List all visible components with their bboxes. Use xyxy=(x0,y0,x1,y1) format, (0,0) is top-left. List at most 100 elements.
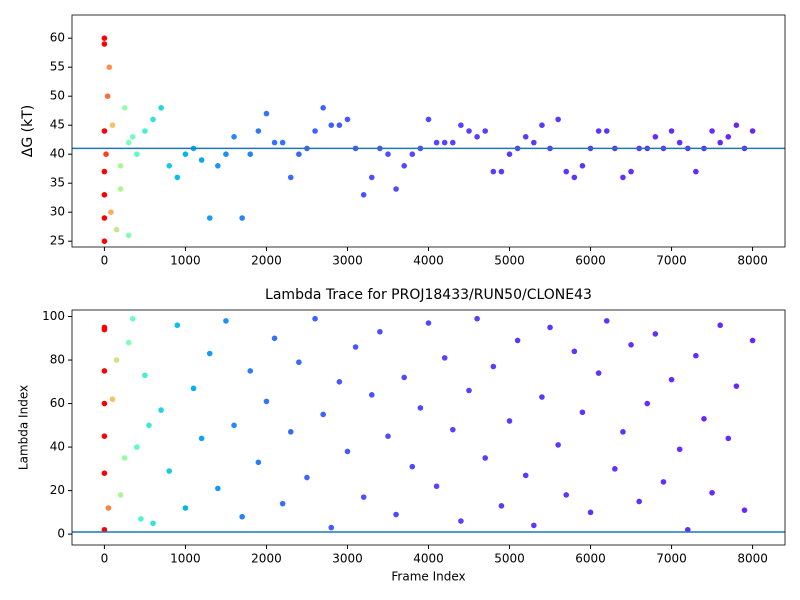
point xyxy=(417,405,424,411)
point xyxy=(701,415,707,422)
point xyxy=(129,134,136,140)
point xyxy=(620,429,626,435)
x-tick-label: 0 xyxy=(101,254,109,268)
point xyxy=(158,105,164,111)
point xyxy=(101,192,108,198)
point xyxy=(101,238,108,244)
y-tick-label: 40 xyxy=(50,440,65,454)
point xyxy=(676,139,683,146)
point xyxy=(409,151,416,157)
x-tick-label: 8000 xyxy=(737,254,768,268)
y-tick-label: 50 xyxy=(50,89,65,103)
point xyxy=(117,186,124,192)
point xyxy=(125,232,132,239)
point xyxy=(433,483,440,490)
point xyxy=(312,315,318,322)
point xyxy=(101,168,108,175)
point xyxy=(121,455,128,461)
point xyxy=(142,372,148,379)
point xyxy=(693,352,699,359)
point xyxy=(401,163,407,169)
point xyxy=(231,134,237,140)
point xyxy=(425,320,432,326)
point xyxy=(101,128,108,134)
point xyxy=(628,342,634,348)
point xyxy=(125,339,132,346)
point xyxy=(620,174,626,181)
axes: 0 1000 2000 3000 4000 5000 6000 7000 8000 0 20 40 60… xyxy=(17,287,786,584)
point xyxy=(603,128,610,134)
x-tick-label: 1000 xyxy=(170,552,201,566)
point xyxy=(125,139,132,146)
points xyxy=(101,35,756,244)
point xyxy=(134,151,140,157)
y-axis-label: Lambda Index xyxy=(17,385,31,470)
point xyxy=(150,116,156,123)
point xyxy=(531,522,537,529)
x-tick-label: 3000 xyxy=(332,552,363,566)
point xyxy=(223,318,229,324)
point xyxy=(106,64,113,70)
point xyxy=(101,326,108,333)
y-tick-label: 40 xyxy=(50,147,65,161)
point xyxy=(247,151,254,157)
point xyxy=(668,128,675,134)
point xyxy=(482,455,489,461)
point xyxy=(377,328,383,335)
point xyxy=(198,435,205,442)
point xyxy=(360,494,367,500)
point xyxy=(105,505,112,511)
point xyxy=(352,344,359,350)
point xyxy=(198,157,205,163)
x-tick-label: 2000 xyxy=(251,254,282,268)
point xyxy=(328,122,335,128)
chart-title: Lambda Trace for PROJ18433/RUN50/CLONE43 xyxy=(265,287,592,303)
point xyxy=(146,422,152,429)
point xyxy=(498,168,505,175)
point xyxy=(166,468,173,474)
point xyxy=(425,116,432,123)
point xyxy=(296,359,302,366)
point xyxy=(474,315,480,322)
point xyxy=(104,93,111,99)
point xyxy=(279,500,286,507)
point xyxy=(652,134,659,140)
x-tick-label: 0 xyxy=(101,552,109,566)
point xyxy=(749,128,756,134)
point xyxy=(514,337,521,344)
axes-frame xyxy=(71,14,786,248)
y-tick-label: 0 xyxy=(57,527,65,541)
point xyxy=(138,516,144,522)
point xyxy=(466,387,472,394)
point xyxy=(571,174,578,181)
point xyxy=(101,41,108,47)
point xyxy=(142,128,148,134)
point xyxy=(433,139,440,146)
point xyxy=(320,105,326,111)
point xyxy=(531,139,537,146)
point xyxy=(603,318,610,324)
point xyxy=(215,485,221,492)
point xyxy=(239,215,245,221)
point xyxy=(579,409,586,416)
point xyxy=(401,374,407,381)
point xyxy=(134,444,140,450)
x-tick-label: 6000 xyxy=(575,254,606,268)
point xyxy=(490,168,497,175)
y-tick-label: 35 xyxy=(50,176,65,190)
point xyxy=(539,122,545,128)
x-tick-label: 1000 xyxy=(170,254,201,268)
point xyxy=(482,128,489,134)
point xyxy=(150,520,156,527)
x-tick-label: 4000 xyxy=(413,552,444,566)
point xyxy=(587,509,594,516)
point xyxy=(709,128,715,134)
point xyxy=(287,429,294,435)
y-tick-label: 60 xyxy=(50,396,65,410)
y-tick-label: 60 xyxy=(50,31,65,45)
point xyxy=(450,139,456,146)
point xyxy=(190,385,197,392)
point xyxy=(458,122,464,128)
y-tick-label: 80 xyxy=(50,353,65,367)
